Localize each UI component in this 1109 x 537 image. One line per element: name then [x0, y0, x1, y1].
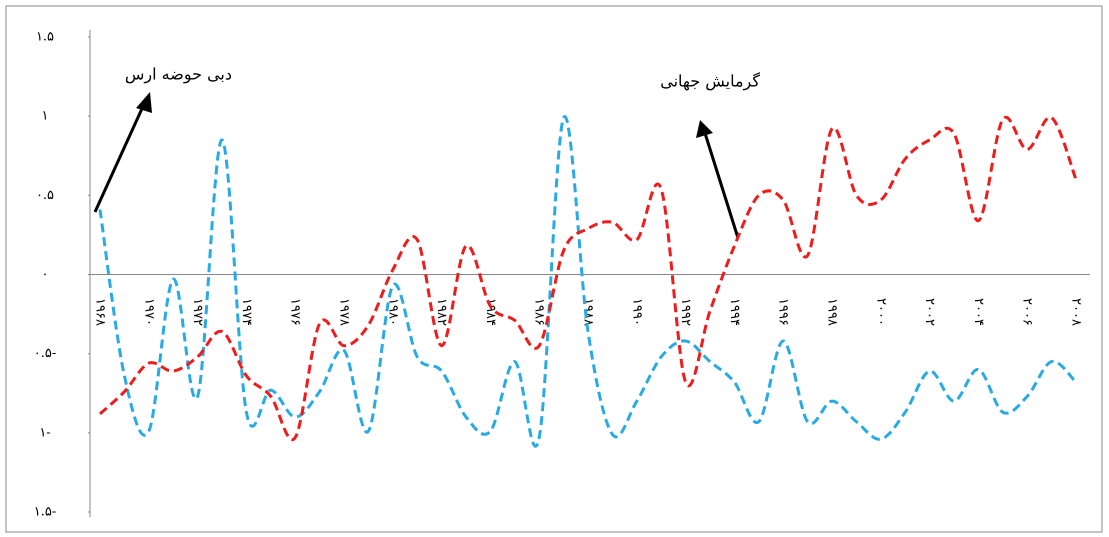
y-tick-label: ۰.۵-	[34, 346, 57, 361]
x-tick-label: ۱۹۶۸	[93, 298, 108, 326]
arrow-head	[136, 92, 152, 113]
x-tick-label: ۱۹۹۶	[776, 298, 791, 326]
x-tick-label: ۱۹۹۲	[678, 298, 693, 326]
x-tick-label: ۱۹۸۴	[483, 298, 498, 326]
x-tick-label: ۱۹۹۰	[629, 298, 644, 326]
x-tick-label: ۱۹۸۶	[532, 298, 547, 326]
y-tick-label: ۱.۵-	[34, 505, 57, 520]
y-tick-label: ۰	[42, 267, 49, 282]
frame	[5, 5, 1103, 533]
x-tick-label: ۲۰۰۸	[1069, 298, 1084, 326]
x-tick-label: ۱۹۷۶	[288, 298, 303, 326]
x-tick-label: ۱۹۷۴	[239, 298, 254, 326]
y-tick-label: ۱	[42, 109, 49, 124]
x-tick-label: ۲۰۰۰	[873, 298, 888, 326]
x-tick-label: ۱۹۹۴	[727, 298, 742, 326]
x-tick-label: ۱۹۹۸	[825, 298, 840, 326]
line	[98, 115, 1078, 442]
annotation: دبی حوضه ارس	[125, 65, 232, 84]
x-tick-label: ۱۹۷۲	[190, 298, 205, 326]
arrow-head	[696, 120, 713, 138]
y-tick-label: ۱.۵	[36, 30, 54, 45]
y-tick-label: ۰.۵	[36, 188, 54, 203]
x-tick-label: ۱۹۸۲	[434, 298, 449, 326]
annotation: گرمایش جهانی	[660, 72, 760, 91]
arrow	[702, 129, 740, 239]
x-tick-label: ۱۹۷۰	[141, 298, 156, 326]
x-tick-label: ۱۹۸۸	[581, 298, 596, 326]
x-tick-label: ۲۰۰۶	[1020, 298, 1035, 326]
y-tick-label: ۱-	[39, 425, 50, 440]
arrow	[93, 101, 147, 213]
x-tick-label: ۱۹۷۸	[337, 298, 352, 326]
line	[98, 115, 1078, 448]
x-tick-label: ۲۰۰۴	[971, 298, 986, 326]
x-tick-label: ۲۰۰۲	[922, 298, 937, 326]
